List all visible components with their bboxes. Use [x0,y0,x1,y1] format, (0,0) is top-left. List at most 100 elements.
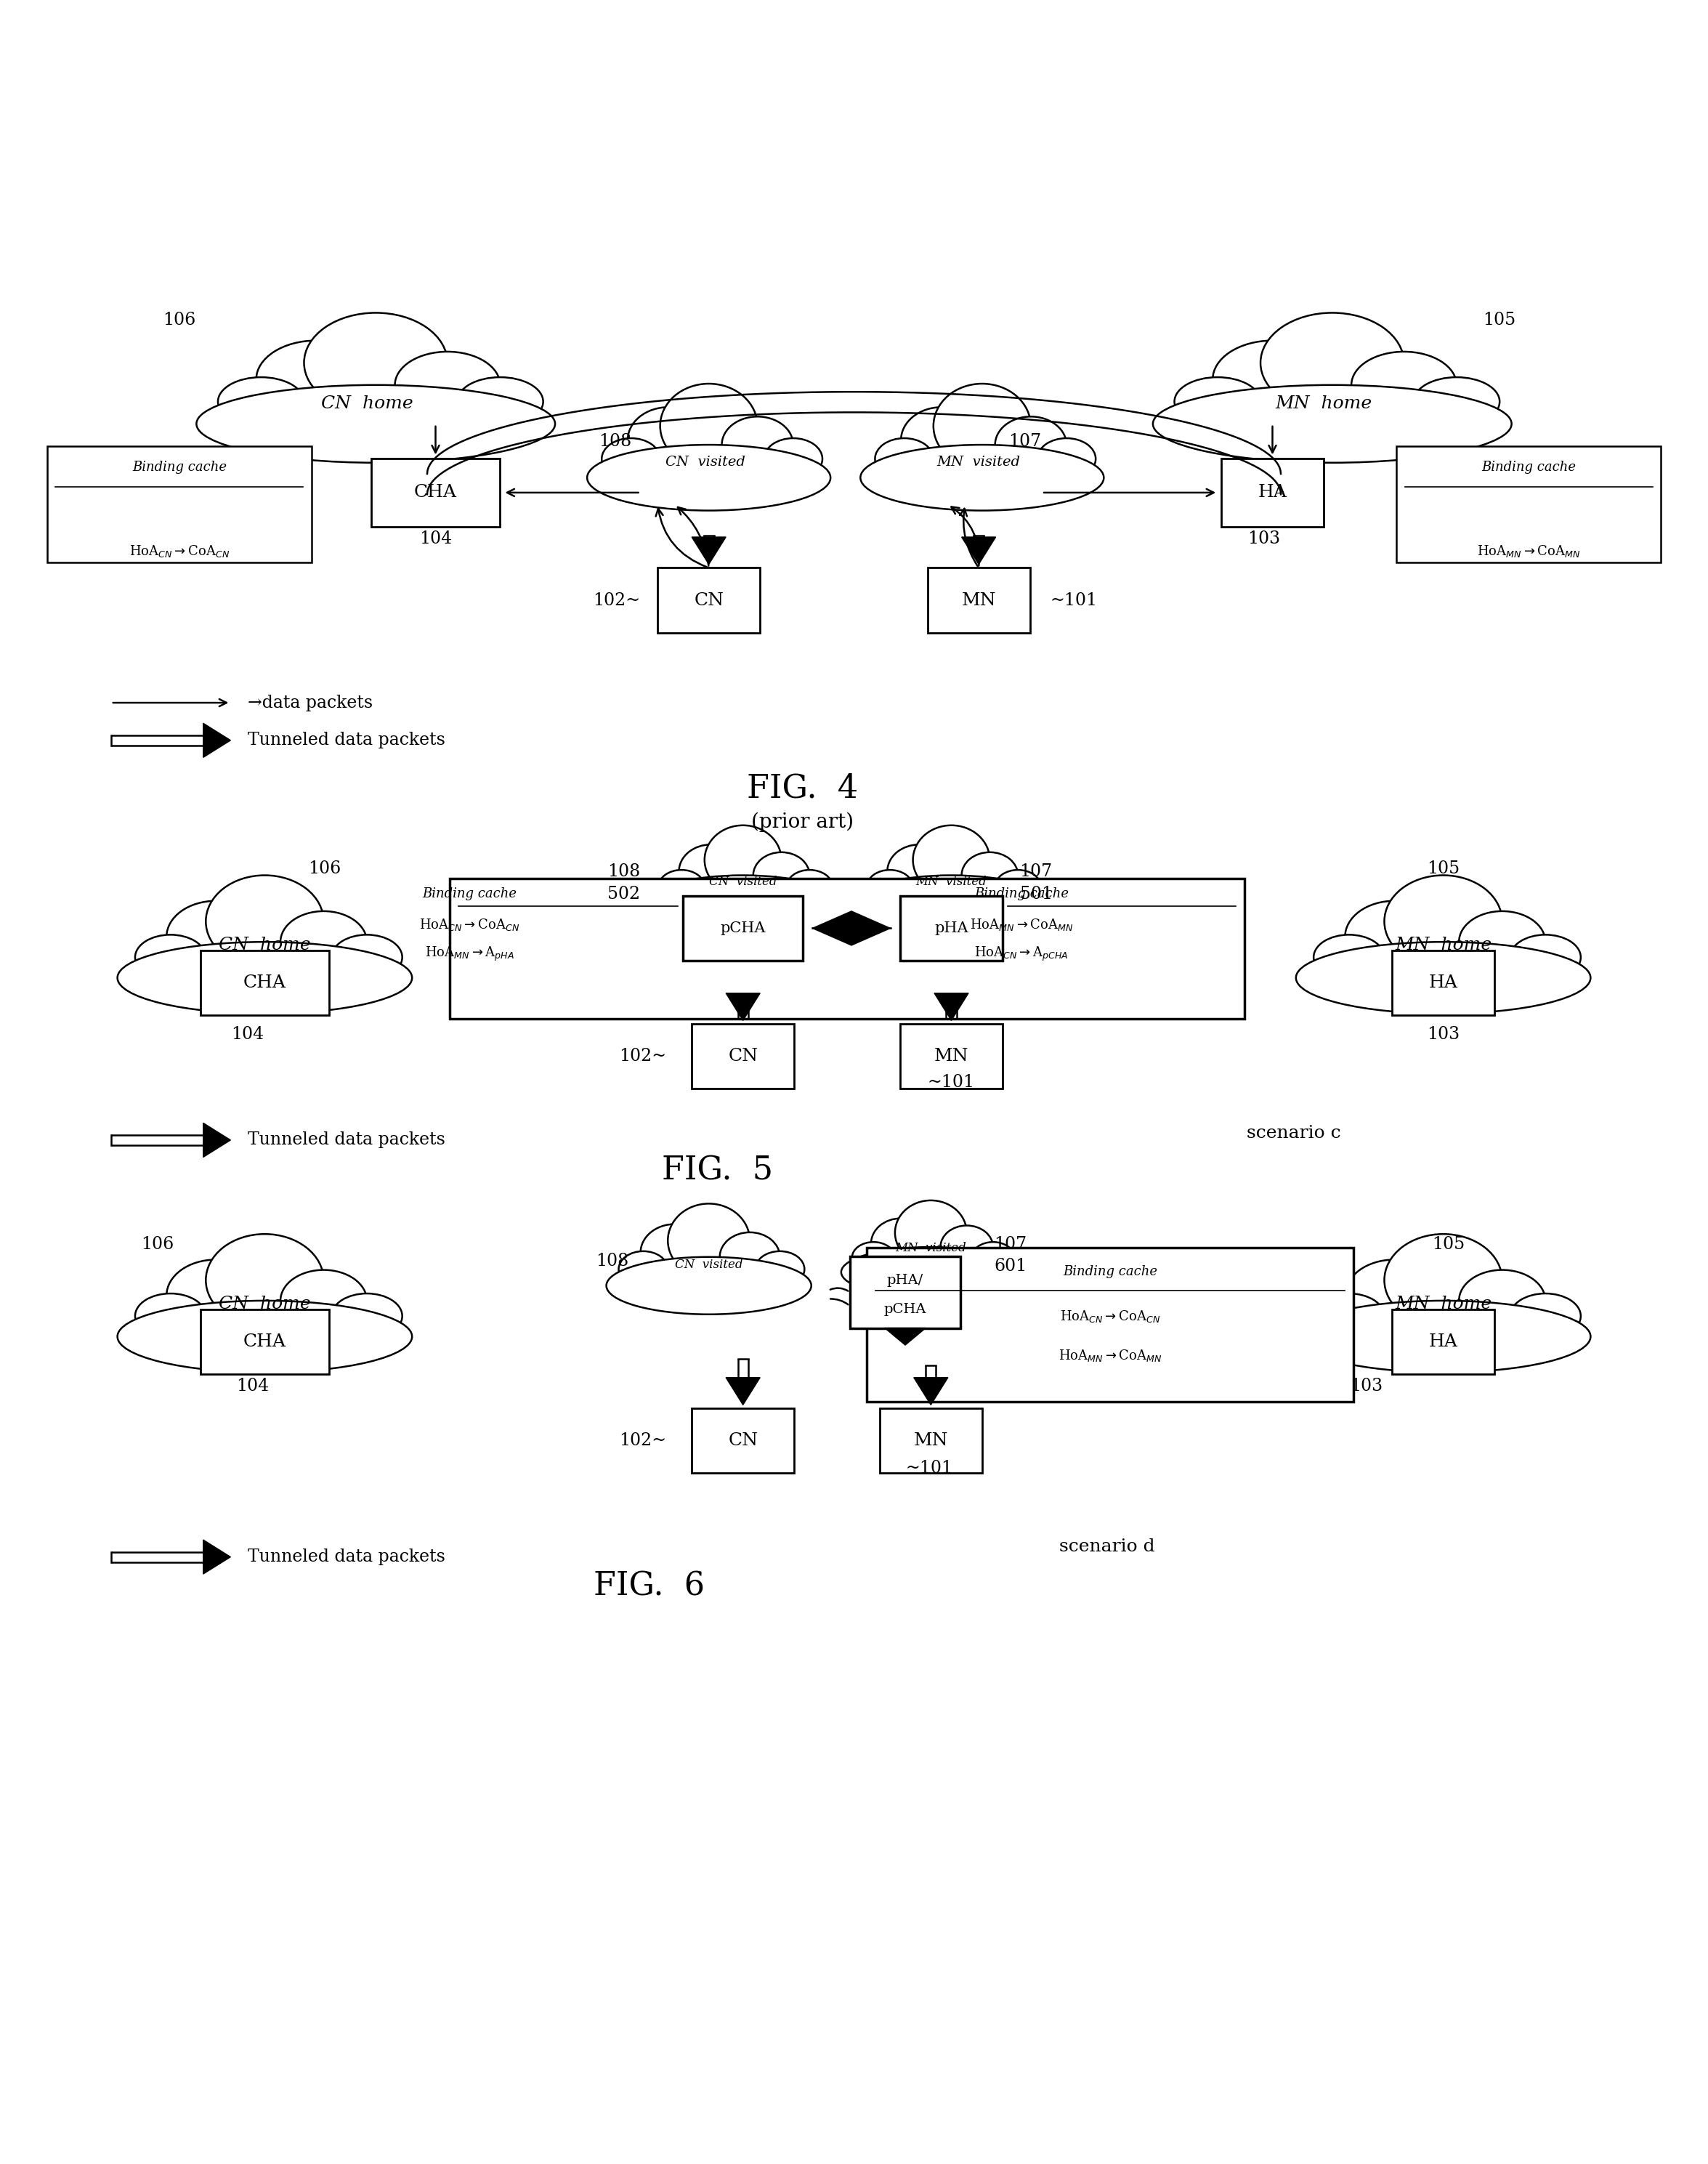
Text: HoA$_{CN}$$\rightarrow$CoA$_{CN}$: HoA$_{CN}$$\rightarrow$CoA$_{CN}$ [420,918,519,933]
Ellipse shape [1296,941,1590,1013]
Text: FIG.  5: FIG. 5 [661,1156,774,1186]
Ellipse shape [861,446,1103,511]
Ellipse shape [1153,385,1512,463]
Text: MN  home: MN home [1395,1296,1491,1311]
Text: MN  visited: MN visited [915,876,987,887]
Polygon shape [203,1541,231,1573]
Ellipse shape [1313,935,1383,980]
Text: pHA: pHA [934,922,968,935]
Ellipse shape [196,385,555,463]
Polygon shape [962,537,996,565]
Text: HA: HA [1430,974,1457,991]
FancyBboxPatch shape [692,1409,794,1474]
Ellipse shape [871,1218,931,1268]
Ellipse shape [1351,353,1457,418]
Text: pCHA: pCHA [721,922,765,935]
Ellipse shape [167,1259,265,1331]
Ellipse shape [1175,377,1261,426]
Text: 104: 104 [418,530,453,547]
Text: HoA$_{CN}$$\rightarrow$CoA$_{CN}$: HoA$_{CN}$$\rightarrow$CoA$_{CN}$ [1061,1309,1160,1324]
Text: Binding cache: Binding cache [1062,1266,1158,1279]
Text: 601: 601 [994,1257,1027,1275]
Text: 106: 106 [162,312,196,329]
Ellipse shape [659,870,705,905]
Ellipse shape [996,418,1066,474]
Polygon shape [692,537,726,565]
Ellipse shape [1414,377,1500,426]
Ellipse shape [135,1294,207,1340]
Text: Tunneled data packets: Tunneled data packets [248,1132,446,1149]
Ellipse shape [996,870,1042,905]
Text: ~101: ~101 [1050,593,1098,608]
FancyBboxPatch shape [927,567,1030,632]
Text: 103: 103 [1247,530,1281,547]
Ellipse shape [629,407,709,474]
FancyBboxPatch shape [1392,1309,1494,1374]
Ellipse shape [704,824,782,894]
Ellipse shape [280,911,367,972]
Polygon shape [914,1378,948,1404]
FancyBboxPatch shape [1221,459,1324,526]
FancyBboxPatch shape [658,567,760,632]
FancyBboxPatch shape [449,879,1243,1019]
Text: CN  visited: CN visited [709,876,777,887]
FancyBboxPatch shape [851,1257,960,1329]
Text: CN  home: CN home [219,937,311,954]
Text: Binding cache: Binding cache [132,461,227,474]
FancyBboxPatch shape [1392,950,1494,1015]
Polygon shape [203,1123,231,1158]
Ellipse shape [1313,1294,1383,1340]
Text: CN: CN [693,593,724,608]
FancyBboxPatch shape [46,446,311,563]
Ellipse shape [395,353,500,418]
Text: MN  visited: MN visited [895,1242,967,1253]
FancyBboxPatch shape [692,1024,794,1088]
FancyBboxPatch shape [202,950,328,1015]
Ellipse shape [852,1242,895,1275]
Text: CHA: CHA [243,974,287,991]
Ellipse shape [1383,874,1503,967]
Ellipse shape [763,437,823,480]
Polygon shape [813,911,852,946]
Ellipse shape [1510,1294,1582,1340]
Text: 104: 104 [236,1378,270,1394]
Polygon shape [885,1329,926,1346]
Ellipse shape [256,340,376,418]
FancyBboxPatch shape [372,459,499,526]
FancyBboxPatch shape [683,896,803,961]
Text: ~101: ~101 [927,1073,975,1091]
Ellipse shape [1459,1270,1546,1331]
Text: 103: 103 [1426,1026,1460,1043]
Text: Binding cache: Binding cache [1481,461,1576,474]
Text: HA: HA [1430,1333,1457,1350]
Text: 108: 108 [608,863,640,881]
FancyBboxPatch shape [900,1024,1003,1088]
Ellipse shape [618,1251,668,1288]
Ellipse shape [868,870,912,905]
Ellipse shape [458,377,543,426]
Ellipse shape [874,437,933,480]
Ellipse shape [601,437,659,480]
Text: HoA$_{CN}$$\rightarrow$A$_{pCHA}$: HoA$_{CN}$$\rightarrow$A$_{pCHA}$ [974,946,1069,963]
Text: 105: 105 [1483,312,1517,329]
Ellipse shape [1261,314,1404,413]
Text: →data packets: →data packets [248,695,372,712]
Ellipse shape [205,874,325,967]
Ellipse shape [118,941,412,1013]
Polygon shape [203,723,231,757]
Text: CN  home: CN home [219,1296,311,1311]
Text: HoA$_{MN}$$\rightarrow$CoA$_{MN}$: HoA$_{MN}$$\rightarrow$CoA$_{MN}$ [970,918,1073,933]
Text: 107: 107 [1008,433,1042,450]
Ellipse shape [606,1257,811,1314]
Ellipse shape [588,446,830,511]
Polygon shape [726,1378,760,1404]
Ellipse shape [753,853,810,898]
Polygon shape [726,993,760,1021]
Text: 107: 107 [994,1236,1027,1253]
Ellipse shape [331,935,403,980]
Ellipse shape [167,900,265,972]
Ellipse shape [787,870,834,905]
Ellipse shape [1296,1301,1590,1372]
Ellipse shape [933,383,1030,467]
FancyBboxPatch shape [202,1309,328,1374]
